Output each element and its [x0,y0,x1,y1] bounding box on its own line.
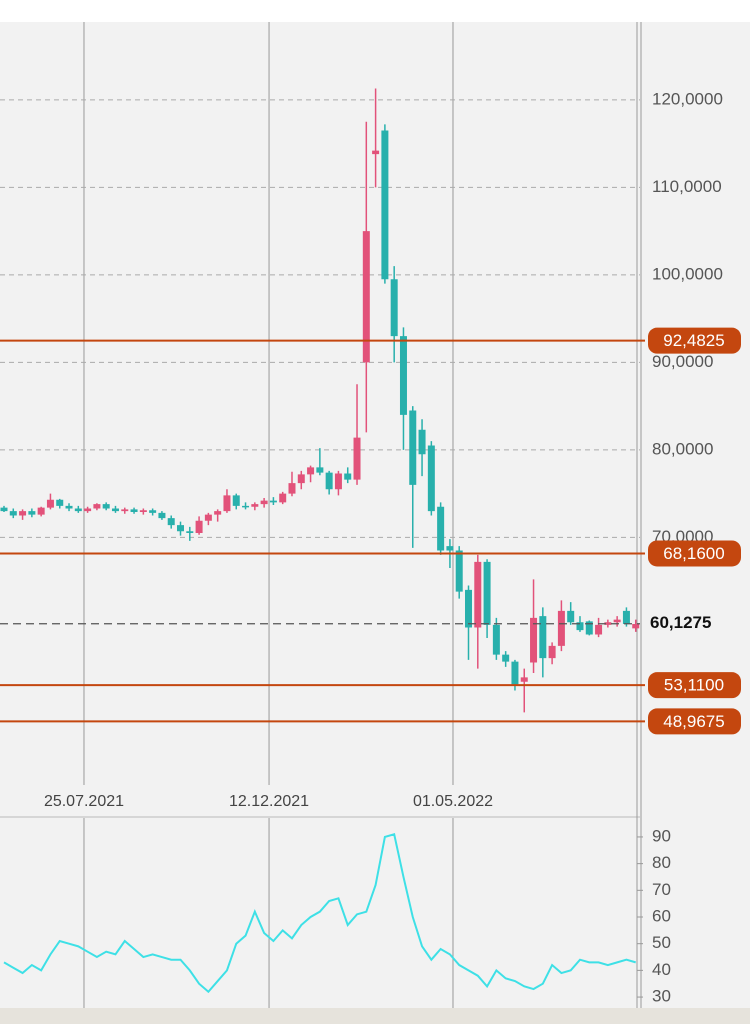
candle-body [632,624,640,629]
candle-body [149,510,157,513]
candle-body [372,150,380,155]
level-label: 92,4825 [663,331,724,350]
candle-body [381,130,389,280]
x-tick-label: 25.07.2021 [44,793,124,810]
candle-body [19,511,27,516]
candle-body [37,507,45,515]
candle-body [251,504,259,507]
candle-body [139,510,147,512]
level-badge [648,672,741,699]
candle-body [279,493,287,503]
candle-body [511,661,519,685]
candle-body [186,531,194,533]
level-badge [648,327,741,354]
top-band [0,0,750,22]
candle-body [0,507,8,512]
level-label: 53,1100 [664,676,724,695]
candle-body [242,505,250,508]
candle-body [576,622,584,631]
candle-body [409,410,417,485]
y-tick-label: 90,0000 [652,352,713,371]
candle-body [102,504,110,509]
candle-body [56,499,64,506]
candle-body [232,495,240,506]
candle-body [465,589,473,628]
y-tick-label: 110,0000 [652,177,722,196]
y-tick-label: 60 [652,906,671,925]
candle-body [46,499,54,508]
candle-body [288,483,296,494]
candle-body [269,500,277,503]
y-tick-label: 40 [652,960,671,979]
candle-body [158,512,166,519]
candle-body [74,508,82,512]
candle-body [437,506,445,551]
candle-body [622,610,630,624]
candle-body [483,561,491,625]
y-tick-label: 90 [652,826,671,845]
x-tick-label: 01.05.2022 [413,793,493,810]
y-tick-label: 120,0000 [652,89,723,108]
candle-body [316,467,324,473]
candle-body [362,231,370,363]
candle-body [130,509,138,512]
candle-body [492,624,500,655]
candle-body [474,561,482,628]
candle-body [344,473,352,480]
candle-body [585,621,593,635]
candle-body [325,472,333,490]
candle-body [520,677,528,682]
candle-body [539,616,547,659]
candle-body [177,525,185,532]
candle-body [595,624,603,635]
candle-body [204,514,212,521]
candle-body [260,500,268,505]
x-tick-label: 12.12.2021 [229,793,309,810]
candle-body [84,508,92,512]
y-tick-label: 70 [652,880,671,899]
last-price-label: 60,1275 [650,613,711,632]
candle-body [530,617,538,663]
y-tick-label: 80,0000 [652,439,713,458]
indicator-line [3,833,637,994]
candle-body [297,474,305,484]
candle-body [334,473,342,490]
candle-body [399,336,407,415]
candle-body [502,654,510,662]
bottom-band [0,1008,750,1024]
candle-body [427,445,435,512]
candle-body [111,508,119,512]
candle-body [567,610,575,623]
candle-body [307,467,315,475]
level-badge [648,540,741,567]
candle-body [223,495,231,512]
y-tick-label: 80 [652,853,671,872]
candle-body [446,546,454,551]
candle-body [353,437,361,480]
y-tick-label: 30 [652,987,671,1006]
y-tick-label: 50 [652,933,671,952]
level-badge [648,708,741,735]
level-label: 68,1600 [663,544,724,563]
candle-body [390,279,398,337]
candle-body [9,511,17,516]
candle-body [167,518,175,526]
candle-body [28,511,36,515]
candle-body [604,622,612,625]
candle-body [121,509,129,512]
candle-body [418,429,426,455]
candle-body [455,550,463,592]
candle-body [613,619,621,623]
candle-body [65,505,73,509]
level-label: 48,9675 [663,712,724,731]
candle-body [548,645,556,659]
candle-body [214,511,222,515]
y-tick-label: 100,0000 [652,264,723,283]
candle-body [557,610,565,646]
candle-body [195,520,203,533]
candle-body [93,504,101,509]
